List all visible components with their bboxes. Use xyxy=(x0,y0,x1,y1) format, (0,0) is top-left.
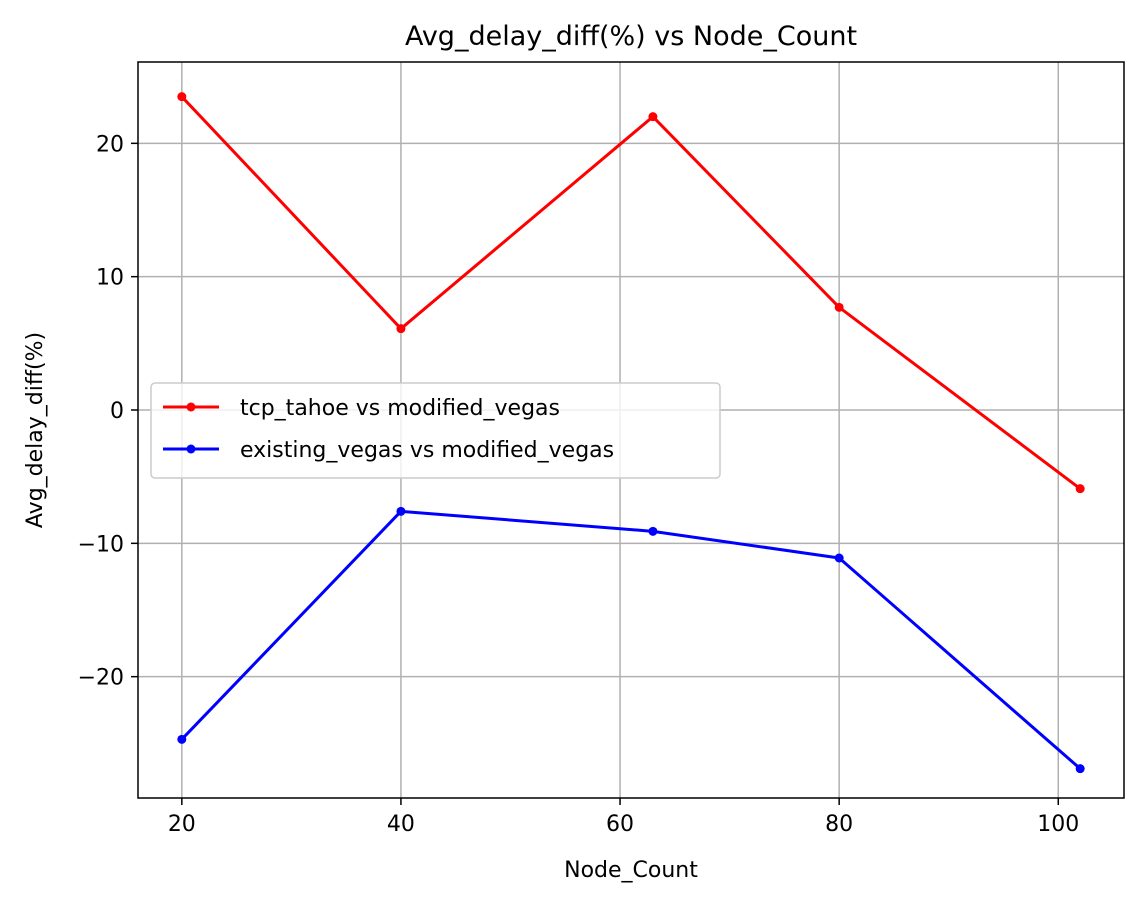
y-axis-label: Avg_delay_diff(%) xyxy=(23,332,48,528)
x-tick-label: 60 xyxy=(606,812,634,837)
data-point xyxy=(396,506,406,516)
data-point xyxy=(648,112,658,122)
y-tick-label: −20 xyxy=(78,666,124,691)
data-point xyxy=(1075,764,1085,774)
data-point xyxy=(396,324,406,334)
data-point xyxy=(834,553,844,563)
legend-item-tcp-tahoe: tcp_tahoe vs modified_vegas xyxy=(163,396,560,421)
y-tick-label: 0 xyxy=(110,399,124,424)
plot-frame xyxy=(137,61,1125,799)
data-point xyxy=(1075,484,1085,494)
y-tick-label: −10 xyxy=(78,532,124,557)
legend-swatch-marker xyxy=(186,444,196,454)
data-point xyxy=(834,302,844,312)
legend-box xyxy=(150,382,721,479)
x-axis-label: Node_Count xyxy=(564,858,698,883)
legend: tcp_tahoe vs modified_vegas existing_veg… xyxy=(150,382,721,479)
data-point xyxy=(648,526,658,536)
legend-item-existing-vegas: existing_vegas vs modified_vegas xyxy=(163,438,614,463)
x-tick-label: 40 xyxy=(387,812,415,837)
y-tick-label: 20 xyxy=(96,132,124,157)
legend-swatch-marker xyxy=(186,402,196,412)
data-point xyxy=(177,92,187,102)
chart-title: Avg_delay_diff(%) vs Node_Count xyxy=(405,21,857,52)
legend-label: tcp_tahoe vs modified_vegas xyxy=(240,396,560,421)
grid xyxy=(138,62,1124,798)
y-tick-label: 10 xyxy=(96,266,124,291)
x-tick-label: 20 xyxy=(168,812,196,837)
x-tick-label: 80 xyxy=(825,812,853,837)
series-layer xyxy=(177,92,1085,774)
series-line-1 xyxy=(180,509,1082,770)
legend-label: existing_vegas vs modified_vegas xyxy=(240,438,614,463)
x-tick-label: 100 xyxy=(1037,812,1079,837)
data-point xyxy=(177,734,187,744)
